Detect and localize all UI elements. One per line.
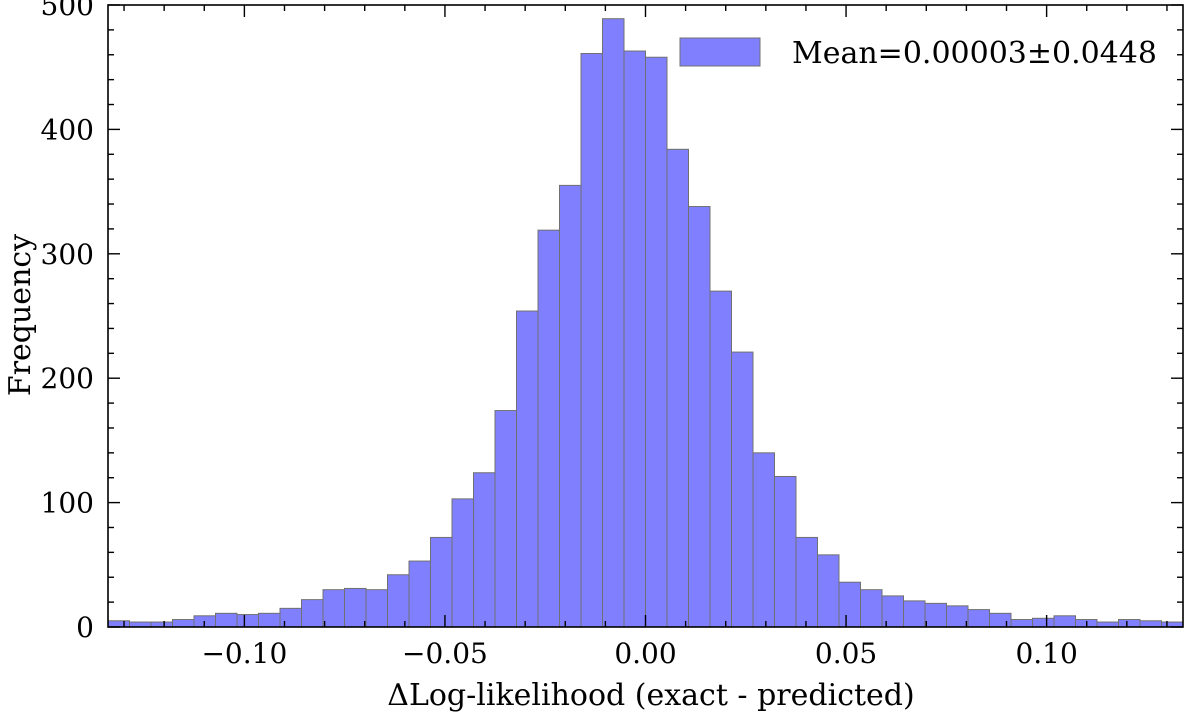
y-tick-label: 200 [41, 362, 94, 395]
y-tick-label: 100 [41, 487, 94, 520]
histogram-bar [666, 148, 689, 628]
histogram-bar [881, 595, 904, 628]
histogram-bar [1010, 619, 1033, 628]
y-tick-label: 500 [41, 0, 94, 22]
x-axis-label: ΔLog-likelihood (exact - predicted) [387, 678, 914, 713]
histogram-bar [451, 498, 474, 628]
legend: Mean=0.00003±0.0448 [679, 36, 1157, 71]
histogram-bar [236, 614, 259, 628]
histogram-bar [1139, 620, 1162, 628]
histogram-bar [817, 554, 840, 628]
histogram-bar [903, 600, 926, 628]
histogram-bar [494, 410, 517, 628]
histogram-bar [838, 581, 861, 628]
histogram-bar [473, 472, 496, 628]
histogram-bar [107, 620, 130, 628]
histogram-bar [731, 351, 754, 628]
histogram-bar [408, 560, 431, 628]
histogram-bar [989, 612, 1012, 628]
x-tick-label: −0.10 [201, 637, 287, 670]
histogram-bar [344, 587, 367, 628]
histogram-bar [365, 589, 388, 628]
histogram-bar [795, 536, 818, 628]
x-tick-label: 0.10 [1015, 637, 1077, 670]
histogram-bar [301, 599, 324, 628]
histogram-bar [1053, 615, 1076, 628]
histogram-bar [602, 18, 625, 628]
histogram-bar [537, 229, 560, 628]
legend-swatch [679, 37, 761, 67]
histogram-bar [516, 310, 539, 628]
histogram-bar [172, 619, 195, 628]
histogram-bar [1032, 617, 1055, 628]
x-tick-label: −0.05 [402, 637, 488, 670]
y-tick-label: 0 [76, 611, 94, 644]
histogram-bar [860, 589, 883, 628]
histogram-bar [709, 290, 732, 628]
axis-ticks: −0.10 −0.05 0.00 0.05 0.10 0 100 200 300 400 500 [41, 0, 1183, 670]
histogram-bar [924, 602, 947, 628]
histogram-bar [580, 53, 603, 628]
histogram-bar [946, 605, 969, 628]
histogram-bar [688, 206, 711, 628]
histogram-bar [279, 607, 302, 628]
histogram-bar [430, 536, 453, 628]
histogram-bar [215, 612, 238, 628]
histogram-bar [1118, 619, 1141, 628]
y-tick-label: 300 [41, 238, 94, 271]
histogram-bar [645, 56, 668, 628]
plot-frame [107, 4, 1184, 628]
x-tick-label: 0.05 [815, 637, 877, 670]
histogram-bars [107, 18, 1184, 628]
histogram-bar [774, 475, 797, 628]
histogram-bar [322, 589, 345, 628]
histogram-bar [967, 609, 990, 628]
histogram-bar [623, 50, 646, 628]
x-tick-label: 0.00 [614, 637, 676, 670]
y-axis-label: Frequency [3, 234, 38, 396]
histogram-bar [559, 184, 582, 628]
histogram-bar [258, 612, 281, 628]
y-tick-label: 400 [41, 113, 94, 146]
histogram-bar [387, 574, 410, 628]
legend-label: Mean=0.00003±0.0448 [792, 36, 1157, 71]
histogram-bar [752, 452, 775, 628]
